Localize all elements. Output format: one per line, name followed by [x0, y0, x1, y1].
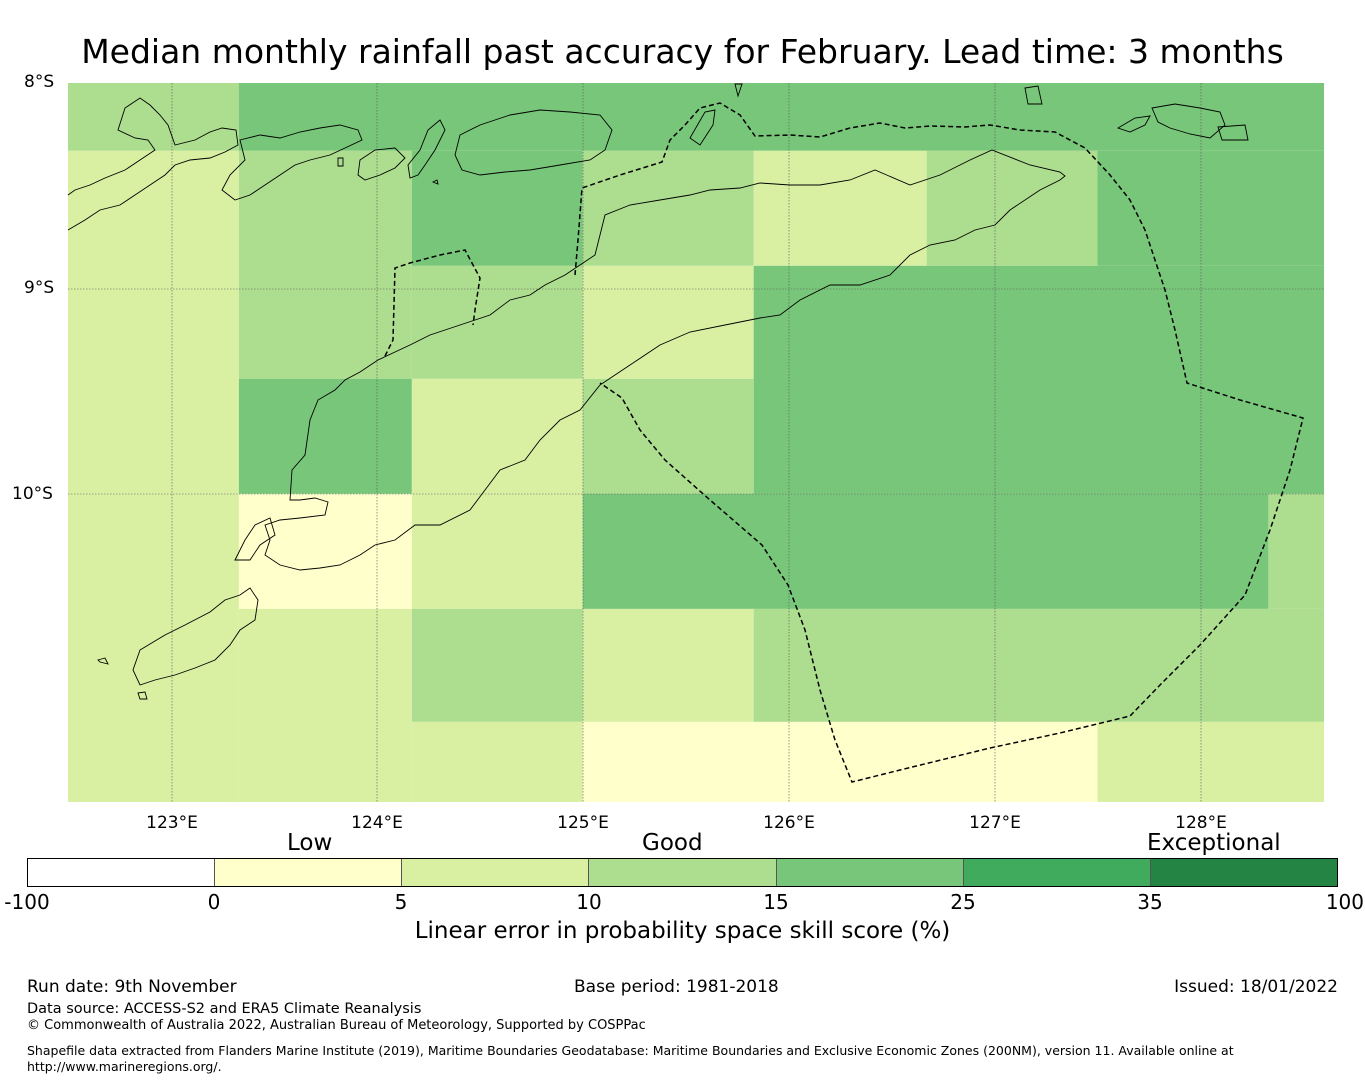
grid-cell [1097, 150, 1324, 266]
colorbar-segment [215, 859, 403, 886]
base-period: Base period: 1981-2018 [574, 977, 779, 997]
colorbar-segment [402, 859, 590, 886]
run-date: Run date: 9th November [27, 977, 237, 997]
grid-cell [582, 150, 754, 266]
grid-cell [582, 265, 754, 379]
wetar-coastline [454, 109, 613, 176]
island-b-coastline [357, 147, 406, 181]
colorbar-tick: 0 [207, 890, 221, 914]
grid-cell [238, 493, 412, 609]
sawu-coastline [132, 587, 259, 686]
rote-coastline [234, 517, 276, 561]
maritime-boundaries [384, 102, 1304, 783]
colorbar-tick: 35 [1137, 890, 1163, 914]
lon-label-128e: 128°E [1175, 813, 1227, 833]
grid-cell [238, 608, 412, 802]
category-label-good: Good [642, 830, 703, 856]
copyright: © Commonwealth of Australia 2022, Austra… [27, 1018, 646, 1033]
grid-cell [68, 83, 239, 151]
islet-3-coastline [431, 179, 439, 185]
lat-label-10s: 10°S [12, 484, 53, 504]
lon-label-123e: 123°E [146, 813, 198, 833]
lon-label-124e: 124°E [351, 813, 403, 833]
grid-cell [411, 378, 583, 494]
raijua-coastline [97, 657, 109, 665]
islet-2-coastline [337, 157, 344, 167]
grid-cell [582, 493, 1269, 609]
grid-cell [411, 608, 583, 722]
colorbar [27, 858, 1338, 887]
graticule [68, 83, 1324, 802]
colorbar-segment [1150, 859, 1337, 886]
alor-coastline [221, 124, 363, 201]
colorbar-tick: 25 [950, 890, 976, 914]
island-a-coastline [407, 119, 446, 179]
flores-coastline [67, 97, 239, 231]
island-d-coastline [1151, 103, 1226, 139]
issued-date: Issued: 18/01/2022 [1174, 977, 1338, 997]
timor-leste-eez-boundary [574, 102, 1304, 783]
island-f-coastline [1116, 115, 1151, 133]
atauro-coastline [689, 109, 716, 146]
category-label-exceptional: Exceptional [1147, 830, 1281, 856]
colorbar-segment [776, 859, 964, 886]
colorbar-segment [589, 859, 777, 886]
shapefile-credit: Shapefile data extracted from Flanders M… [27, 1043, 1234, 1074]
grid-cell [411, 150, 583, 266]
grid-cell [238, 83, 1325, 151]
grid-cell [411, 265, 583, 379]
colorbar-segment [963, 859, 1151, 886]
lat-label-9s: 9°S [24, 278, 55, 298]
grid-cell [1097, 721, 1324, 802]
island-c-coastline [1024, 85, 1043, 105]
data-source: Data source: ACCESS-S2 and ERA5 Climate … [27, 1001, 422, 1017]
timor-coastline [264, 149, 1066, 571]
lon-label-127e: 127°E [969, 813, 1021, 833]
grid-cell [582, 378, 754, 494]
colorbar-tick: 15 [763, 890, 789, 914]
grid-cell [68, 150, 239, 494]
grid-cells-layer [68, 83, 1325, 802]
grid-cell [753, 265, 1324, 494]
colorbar-tick: -100 [4, 890, 50, 914]
islet-1-coastline [137, 691, 148, 700]
category-label-low: Low [287, 830, 333, 856]
coastlines [67, 83, 1249, 700]
grid-cell [1268, 493, 1324, 609]
grid-cell [238, 150, 412, 379]
grid-cell [753, 150, 927, 266]
colorbar-segment [28, 859, 216, 886]
oecusse-boundary [384, 249, 481, 357]
colorbar-label: Linear error in probability space skill … [414, 918, 951, 944]
lon-label-125e: 125°E [557, 813, 609, 833]
island-e-coastline [1217, 124, 1249, 141]
grid-cell [411, 721, 583, 802]
island-g-coastline [734, 83, 743, 98]
grid-cell [582, 608, 754, 722]
colorbar-tick: 100 [1325, 890, 1364, 914]
lat-label-8s: 8°S [24, 72, 55, 92]
grid-cell [582, 721, 1098, 802]
grid-cell [753, 608, 1324, 722]
map-title: Median monthly rainfall past accuracy fo… [81, 32, 1284, 71]
grid-cell [68, 493, 239, 802]
grid-cell [238, 378, 412, 494]
grid-cell [411, 493, 583, 609]
colorbar-tick: 10 [576, 890, 602, 914]
colorbar-tick: 5 [394, 890, 408, 914]
lon-label-126e: 126°E [763, 813, 815, 833]
